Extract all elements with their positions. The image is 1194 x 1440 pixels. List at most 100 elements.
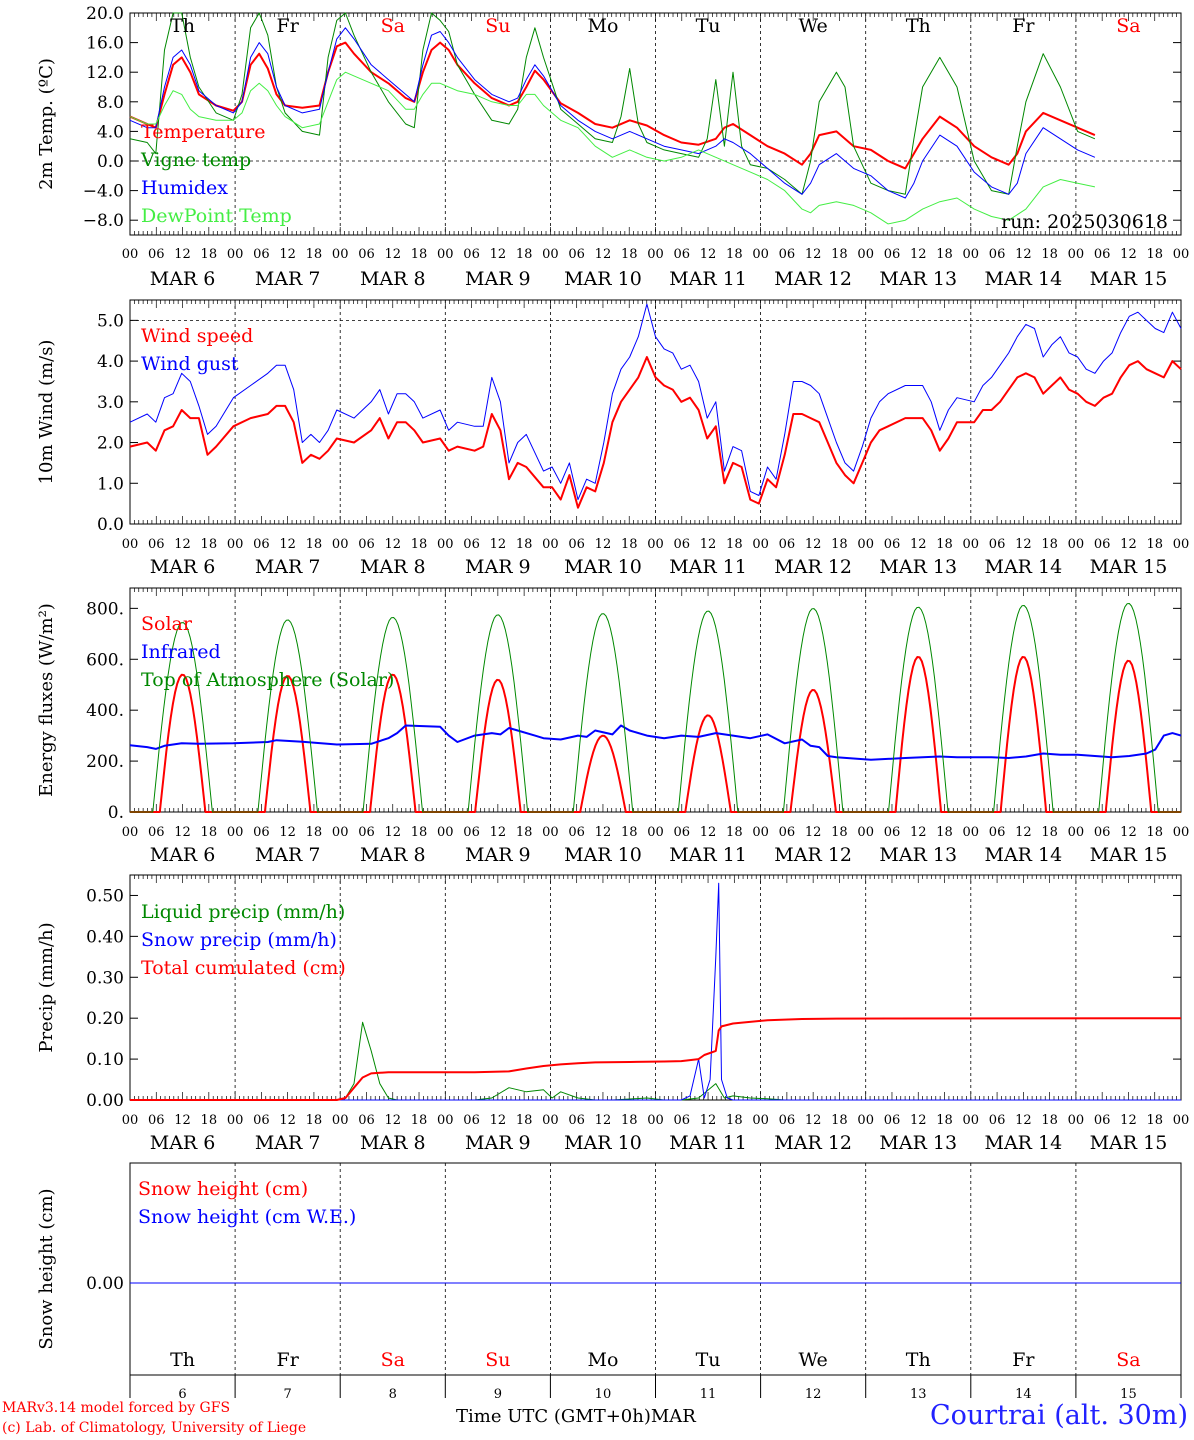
time-axis-title: Time UTC (GMT+0h) — [456, 1406, 651, 1427]
panel-2-hour-label: 12 — [1015, 537, 1032, 552]
bottom-day-label: Th — [906, 1349, 931, 1371]
panel-1-hour-label: 06 — [779, 247, 796, 262]
panel-2-hour-label: 12 — [910, 537, 927, 552]
panel-3-hour-label: 06 — [253, 825, 270, 840]
panel-3-date-label: MAR 15 — [1090, 844, 1168, 866]
panel-2-hour-label: 18 — [411, 537, 428, 552]
panel-1-hour-label: 12 — [1120, 247, 1137, 262]
panel-4-hour-label: 00 — [857, 1113, 874, 1128]
panel-4-hour-label: 00 — [647, 1113, 664, 1128]
panel-4-ytick-label: 0.50 — [86, 886, 124, 906]
panel-2-hour-label: 18 — [936, 537, 953, 552]
panel-3-hour-label: 12 — [490, 825, 507, 840]
panel-4-hour-label: 06 — [674, 1113, 691, 1128]
panel-1-ytick-label: −4.0 — [83, 182, 124, 202]
panel-1-hour-label: 18 — [936, 247, 953, 262]
panel-3-ytick-label: 800. — [86, 599, 124, 619]
series-humidex — [129, 27, 1096, 199]
panel-4-hour-label: 18 — [306, 1113, 323, 1128]
bottom-day-label: Sa — [381, 1349, 405, 1371]
panel-1-hour-label: 12 — [384, 247, 401, 262]
series-wind-gust — [129, 303, 1182, 501]
panel-4-hour-label: 12 — [1120, 1113, 1137, 1128]
panel-3-hour-label: 12 — [1015, 825, 1032, 840]
panel-2-hour-label: 06 — [253, 537, 270, 552]
panel-3-hour-label: 00 — [437, 825, 454, 840]
panel-4-hour-label: 18 — [1041, 1113, 1058, 1128]
bottom-day-label: Tu — [696, 1349, 721, 1371]
panel-1-hour-label: 00 — [647, 247, 664, 262]
panel-1-hour-label: 00 — [542, 247, 559, 262]
panel-1-hour-label: 12 — [700, 247, 717, 262]
bottom-day-number: 11 — [700, 1387, 717, 1402]
panel-1-ytick-label: 20.0 — [86, 4, 124, 24]
panel-5-ytick-label: 0.00 — [86, 1274, 124, 1294]
bottom-day-number: 12 — [805, 1387, 822, 1402]
panel-4-hour-label: 00 — [437, 1113, 454, 1128]
bottom-day-label: Th — [170, 1349, 195, 1371]
panel-3-hour-label: 12 — [805, 825, 822, 840]
panel-3-hour-label: 18 — [306, 825, 323, 840]
panel-2-hour-label: 18 — [1146, 537, 1163, 552]
panel-2-date-label: MAR 9 — [465, 556, 531, 578]
panel-1-hour-label: 12 — [174, 247, 191, 262]
bottom-day-label: Sa — [1116, 1349, 1140, 1371]
panel-3-legend-entry: Infrared — [141, 641, 221, 663]
panel-3-frame — [129, 587, 1182, 813]
panel-3-hour-label: 00 — [1173, 825, 1190, 840]
panel-1-legend-entry: Temperature — [141, 121, 265, 143]
panel-1-ytick-label: 4.0 — [97, 122, 124, 142]
panel-1-ytick-label: 16.0 — [86, 34, 124, 54]
top-day-label: Su — [485, 15, 510, 37]
series-top-of-atmosphere-solar — [130, 603, 1181, 813]
time-axis-label: Time UTC (GMT+0h)MAR — [456, 1406, 696, 1427]
panel-3-ytick-label: 400. — [86, 701, 124, 721]
top-day-label: Tu — [696, 15, 721, 37]
panel-1-hour-label: 12 — [595, 247, 612, 262]
panel-4-legend-entry: Total cumulated (cm) — [141, 957, 346, 979]
top-day-label: We — [799, 15, 828, 37]
panel-5-ylabel: Snow height (cm) — [36, 1188, 57, 1349]
panel-3-hour-label: 00 — [963, 825, 980, 840]
panel-1-hour-label: 18 — [201, 247, 218, 262]
panel-4-date-label: MAR 13 — [879, 1132, 957, 1154]
panel-4-hour-label: 18 — [1146, 1113, 1163, 1128]
panel-4-hour-label: 18 — [936, 1113, 953, 1128]
panel-3-hour-label: 18 — [516, 825, 533, 840]
panel-4-date-label: MAR 10 — [564, 1132, 642, 1154]
bottom-day-number: 8 — [389, 1387, 397, 1402]
panel-3-hour-label: 06 — [989, 825, 1006, 840]
top-day-label: Sa — [1116, 15, 1140, 37]
panel-1-ylabel: 2m Temp. (ºC) — [36, 58, 57, 190]
panel-1-hour-label: 18 — [1146, 247, 1163, 262]
panel-3-hour-label: 18 — [621, 825, 638, 840]
bottom-day-number: 13 — [910, 1387, 927, 1402]
panel-4-hour-label: 00 — [1068, 1113, 1085, 1128]
panel-4-legend-entry: Liquid precip (mm/h) — [141, 901, 345, 923]
panel-3-hour-label: 12 — [174, 825, 191, 840]
panel-4-hour-label: 00 — [227, 1113, 244, 1128]
panel-3-hour-label: 18 — [1041, 825, 1058, 840]
panel-3-hour-label: 00 — [647, 825, 664, 840]
panel-3-hour-label: 00 — [857, 825, 874, 840]
bottom-day-label: We — [799, 1349, 828, 1371]
panel-1-hour-label: 12 — [1015, 247, 1032, 262]
panel-4-hour-label: 06 — [253, 1113, 270, 1128]
bottom-day-number: 9 — [494, 1387, 502, 1402]
panel-4-hour-label: 18 — [516, 1113, 533, 1128]
panel-3-date-label: MAR 9 — [465, 844, 531, 866]
panel-3-hour-label: 00 — [122, 825, 139, 840]
panel-4-hour-label: 12 — [279, 1113, 296, 1128]
panel-4-hour-label: 00 — [963, 1113, 980, 1128]
panel-2-hour-label: 18 — [201, 537, 218, 552]
panel-1-date-label: MAR 6 — [150, 268, 216, 290]
panel-4-hour-label: 06 — [1094, 1113, 1111, 1128]
panel-4-hour-label: 12 — [805, 1113, 822, 1128]
panel-2-hour-label: 12 — [805, 537, 822, 552]
panel-2-hour-label: 00 — [963, 537, 980, 552]
panel-4-hour-label: 18 — [201, 1113, 218, 1128]
panel-1-hour-label: 06 — [463, 247, 480, 262]
panel-2-legend-entry: Wind speed — [141, 325, 253, 347]
panel-5-legend-entry: Snow height (cm W.E.) — [138, 1206, 356, 1228]
panel-2-hour-label: 12 — [1120, 537, 1137, 552]
